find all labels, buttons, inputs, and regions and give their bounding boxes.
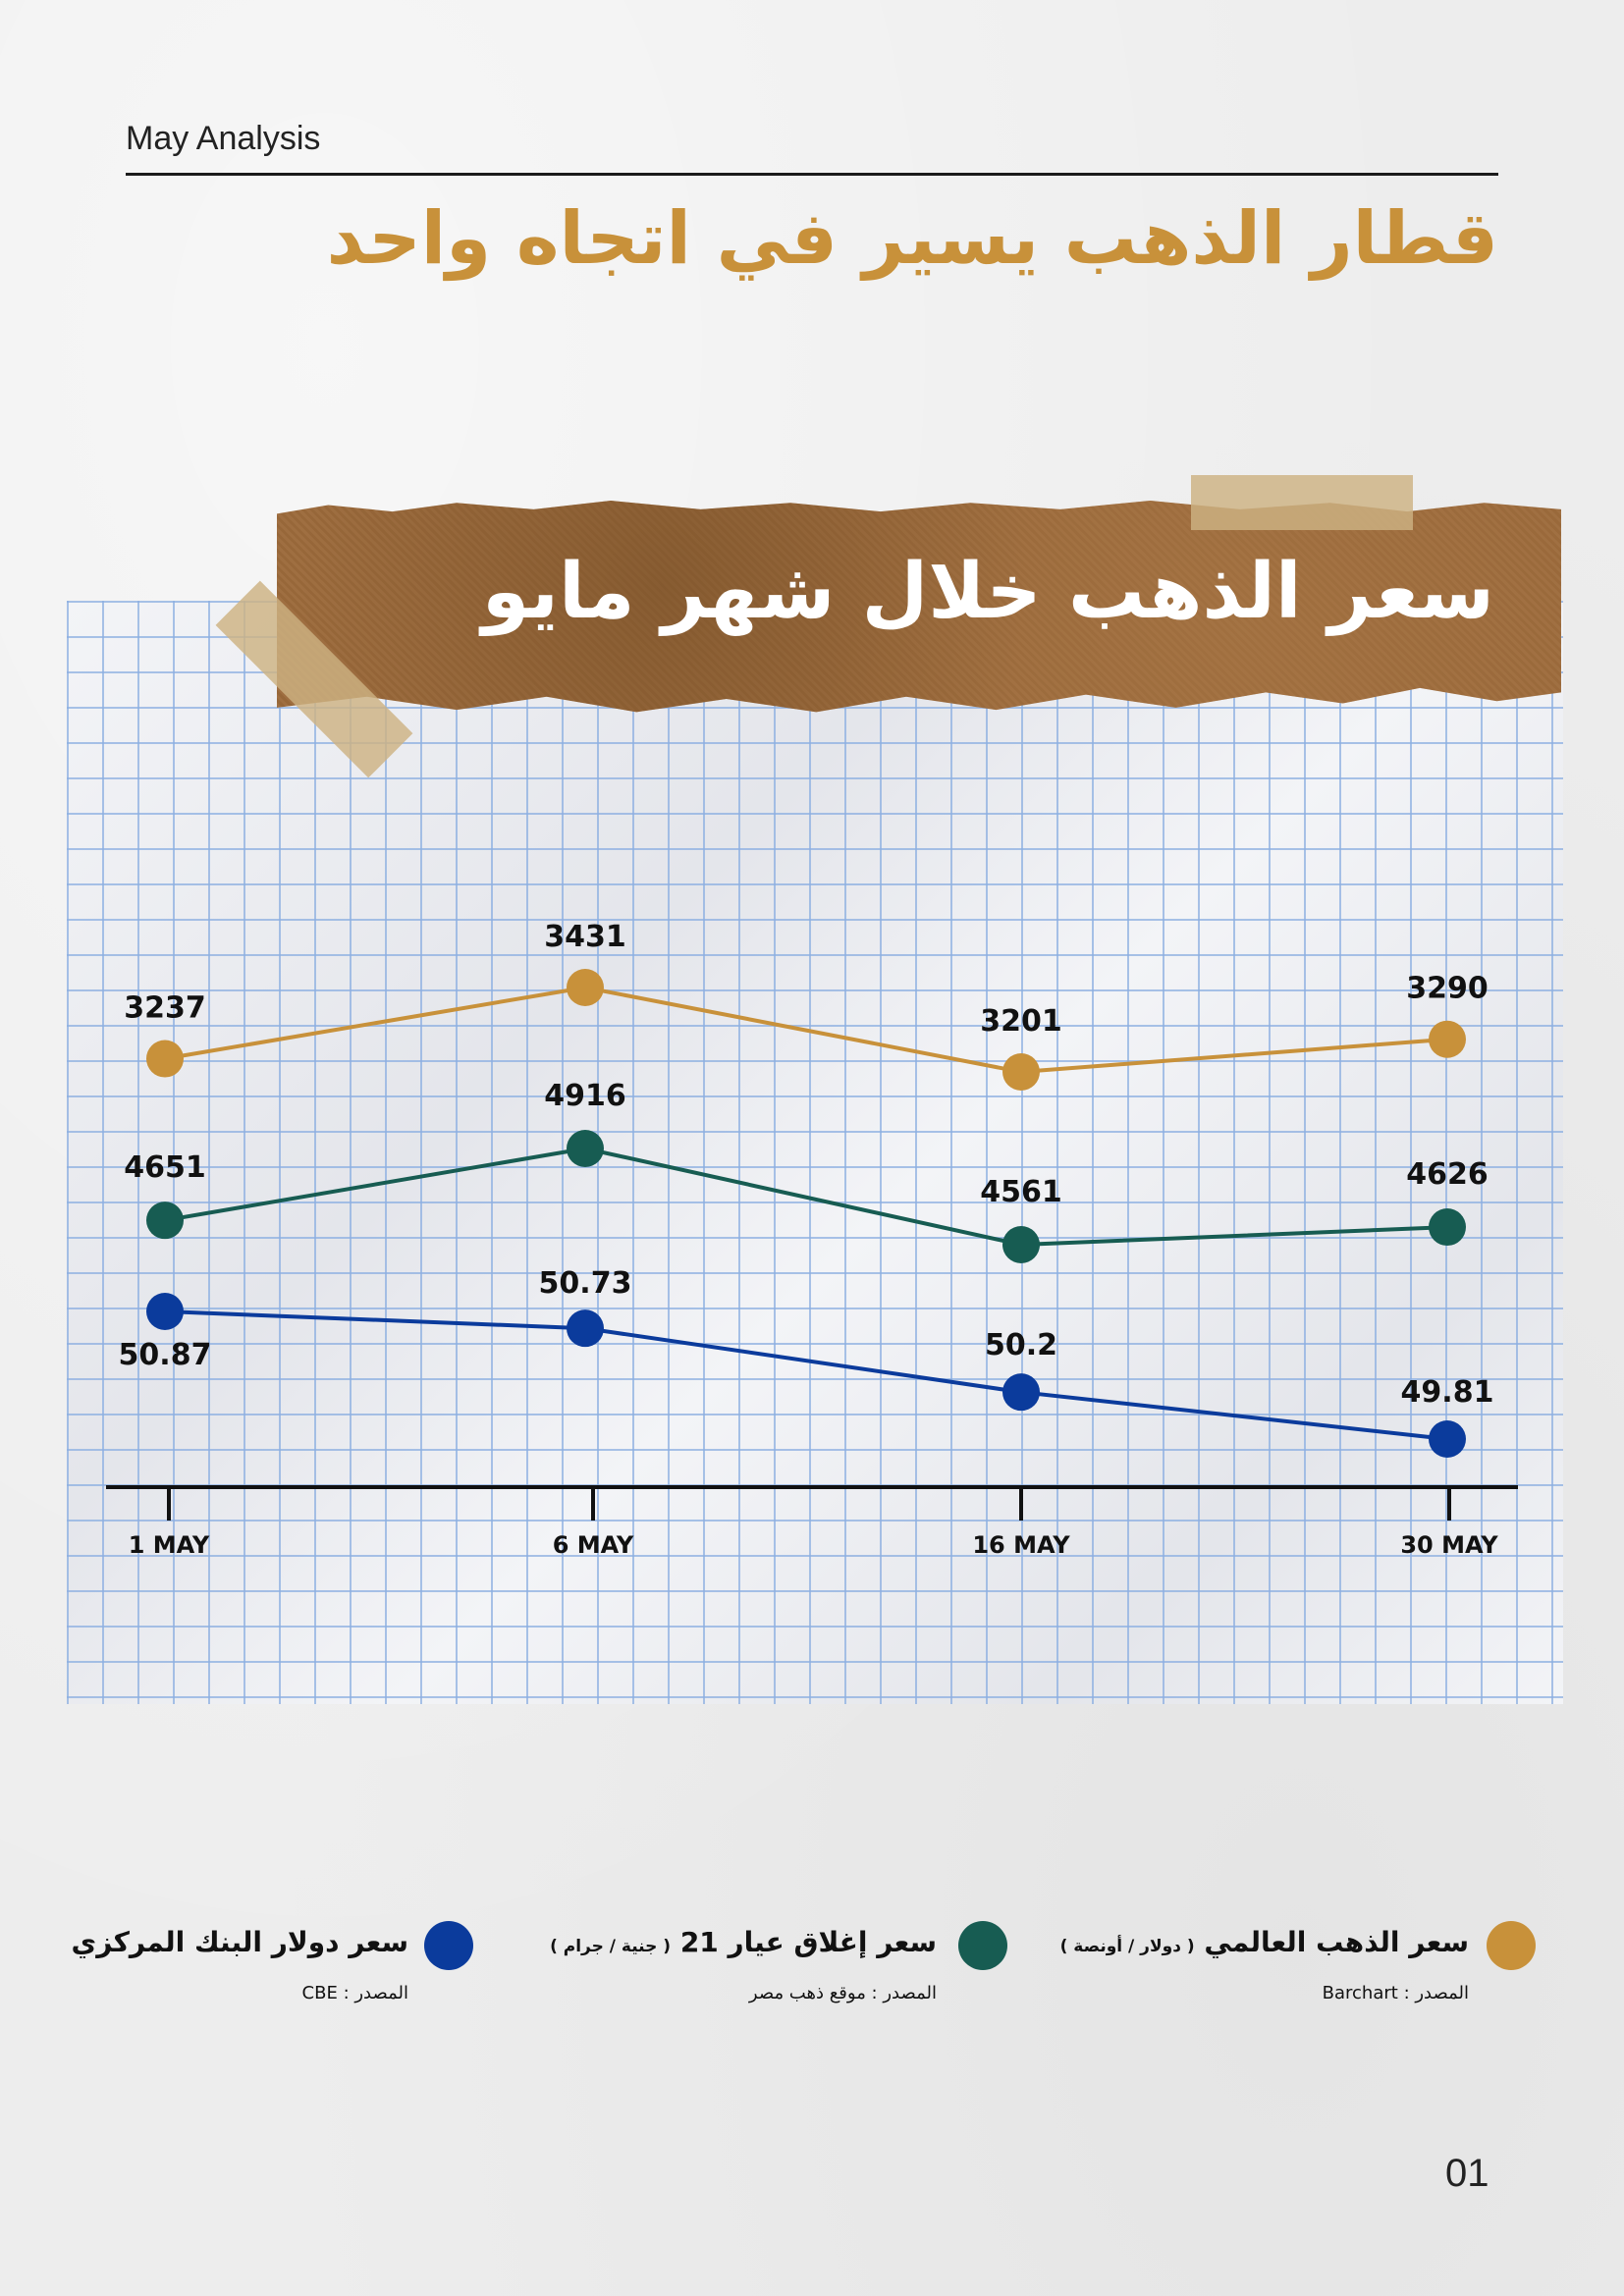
x-tick-label: 1 MAY	[129, 1531, 210, 1559]
legend-label-gold21-price: سعر إغلاق عيار 21 ( جنية / جرام )	[550, 1926, 937, 1958]
chart-title: سعر الذهب خلال شهر مايو	[481, 548, 1494, 636]
data-label: 4626	[1406, 1157, 1489, 1192]
data-point	[567, 1309, 604, 1348]
legend-source-gold-price: المصدر : Barchart	[1322, 1983, 1469, 2003]
legend-dot-cbe-dollar	[424, 1921, 473, 1970]
data-point	[146, 1040, 184, 1078]
series-line	[164, 985, 1448, 1075]
legend-dot-gold21-price	[958, 1921, 1007, 1970]
data-point	[1002, 1053, 1040, 1091]
x-tick-label: 6 MAY	[553, 1531, 634, 1559]
legend-source-cbe-dollar: المصدر : CBE	[301, 1983, 408, 2003]
data-point	[1429, 1020, 1466, 1058]
page-number: 01	[1445, 2152, 1489, 2195]
data-label: 3290	[1406, 972, 1489, 1006]
graph-paper-background	[67, 601, 1563, 1704]
data-label: 3237	[124, 991, 206, 1026]
data-point	[1002, 1226, 1040, 1263]
tape-strip-top	[1191, 475, 1413, 530]
data-label: 4561	[980, 1175, 1062, 1209]
data-label: 4916	[544, 1079, 626, 1113]
legend-name-gold21-price: سعر إغلاق عيار 21	[679, 1926, 937, 1958]
legend-unit-gold21-price: ( جنية / جرام )	[550, 1937, 672, 1956]
legend-name-cbe-dollar: سعر دولار البنك المركزي	[71, 1926, 408, 1958]
data-label: 50.87	[119, 1338, 212, 1372]
data-label: 4651	[124, 1150, 206, 1185]
legend-dot-gold-price	[1487, 1921, 1536, 1970]
x-tick-label: 16 MAY	[972, 1531, 1070, 1559]
legend-label-cbe-dollar: سعر دولار البنك المركزي	[72, 1926, 408, 1958]
data-label: 3201	[980, 1004, 1062, 1039]
legend-label-gold-price: سعر الذهب العالمي ( دولار / أونصة )	[1060, 1926, 1469, 1958]
header-label: May Analysis	[126, 120, 321, 157]
x-tick-label: 30 MAY	[1400, 1531, 1498, 1559]
legend-name-gold-price: سعر الذهب العالمي	[1204, 1926, 1469, 1958]
data-point	[146, 1293, 184, 1330]
legend-unit-gold-price: ( دولار / أونصة )	[1059, 1937, 1195, 1956]
data-point	[567, 969, 604, 1006]
data-point	[1429, 1208, 1466, 1247]
legend-source-gold21-price: المصدر : موقع ذهب مصر	[748, 1983, 937, 2003]
data-label: 50.73	[539, 1266, 632, 1301]
series-line	[164, 1309, 1448, 1441]
data-point	[1429, 1420, 1466, 1458]
page-title: قطار الذهب يسير في اتجاه واحد	[326, 196, 1498, 281]
data-label: 50.2	[985, 1328, 1057, 1362]
torn-paper-banner	[277, 501, 1561, 713]
data-point	[146, 1201, 184, 1240]
data-point	[1002, 1373, 1040, 1412]
header-divider	[126, 173, 1498, 176]
series-line	[164, 1146, 1448, 1248]
data-point	[567, 1130, 604, 1167]
data-label: 49.81	[1401, 1375, 1494, 1410]
data-label: 3431	[544, 920, 626, 954]
